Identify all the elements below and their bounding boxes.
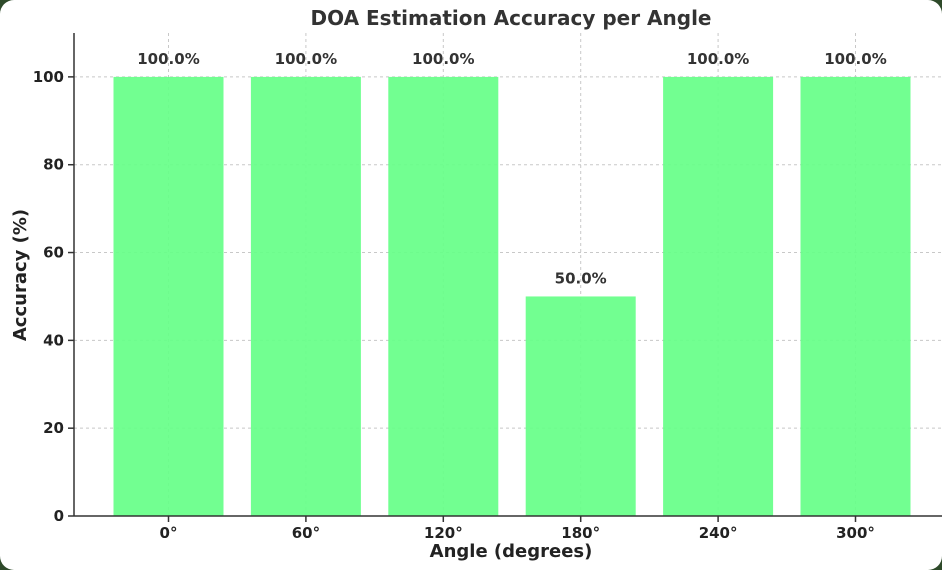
y-ticks: 0 20 40 60 80 100 <box>33 68 74 525</box>
bar <box>800 76 911 516</box>
y-tick-label: 0 <box>54 507 64 525</box>
bar-data-label: 100.0% <box>137 50 199 68</box>
bar-labels: 100.0% 100.0% 100.0% 50.0% 100.0% 100.0% <box>137 50 886 288</box>
y-tick-label: 40 <box>43 331 64 349</box>
x-tick-label: 300° <box>836 524 875 542</box>
bar <box>663 76 774 516</box>
bars <box>113 76 911 516</box>
x-tick-label: 60° <box>292 524 320 542</box>
bar <box>525 296 636 516</box>
y-axis-label: Accuracy (%) <box>10 209 31 341</box>
y-tick-label: 60 <box>43 244 64 262</box>
bar-data-label: 100.0% <box>687 50 749 68</box>
y-tick-label: 80 <box>43 156 64 174</box>
bar <box>113 76 224 516</box>
x-ticks: 0° 60° 120° 180° 240° 300° <box>160 516 875 542</box>
y-tick-label: 20 <box>43 419 64 437</box>
bar-data-label: 100.0% <box>824 50 886 68</box>
x-tick-label: 120° <box>424 524 463 542</box>
bar-data-label: 100.0% <box>275 50 337 68</box>
bar <box>388 76 499 516</box>
bar-data-label: 50.0% <box>555 269 607 287</box>
x-tick-label: 180° <box>561 524 600 542</box>
x-tick-label: 240° <box>699 524 738 542</box>
bar-data-label: 100.0% <box>412 50 474 68</box>
bar <box>250 76 361 516</box>
chart-title: DOA Estimation Accuracy per Angle <box>311 6 712 30</box>
axes <box>73 33 942 517</box>
x-axis-label: Angle (degrees) <box>430 541 593 562</box>
y-tick-label: 100 <box>33 68 64 86</box>
x-tick-label: 0° <box>160 524 178 542</box>
